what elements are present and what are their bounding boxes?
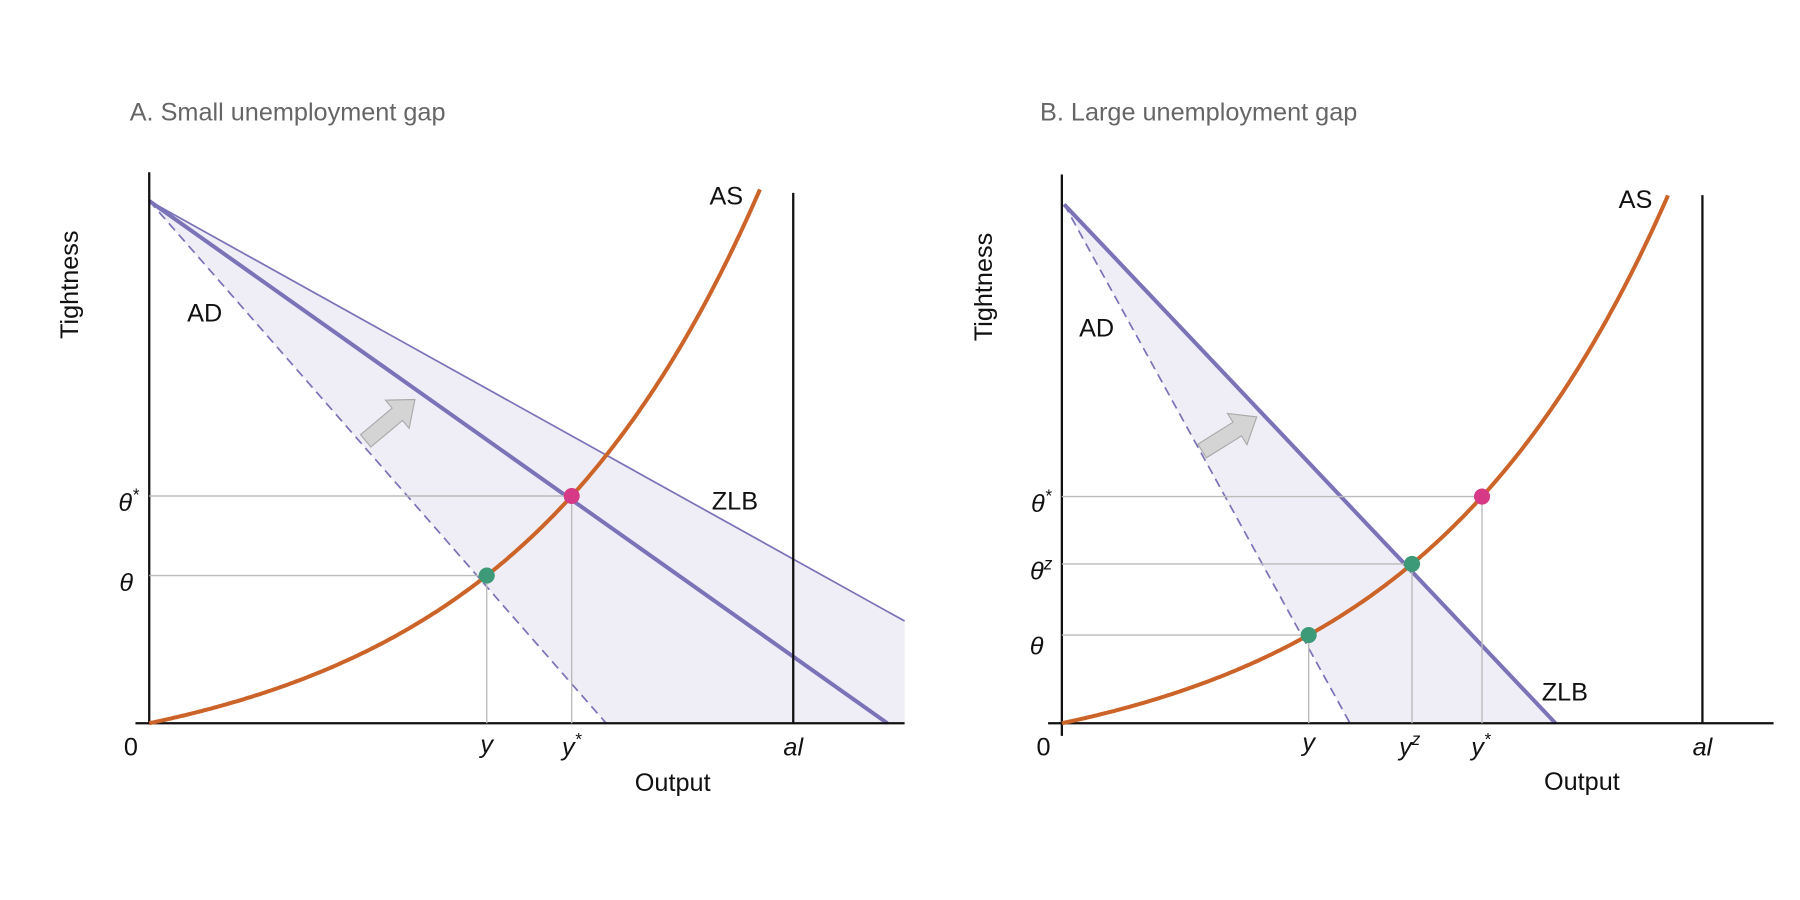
y-tick-label: θ* — [118, 485, 140, 517]
equilibrium-point — [563, 487, 580, 505]
origin-label: 0 — [1036, 733, 1050, 761]
ad-dashed — [148, 200, 607, 724]
zlb-line — [148, 200, 906, 622]
y-axis-label: Tightness — [970, 233, 998, 342]
as-curve — [1061, 194, 1670, 726]
equilibrium-point — [1403, 555, 1421, 573]
x-tick-label: y* — [1469, 729, 1492, 761]
x-tick-label: al — [1693, 733, 1714, 761]
curve-label: AD — [1079, 314, 1114, 342]
panel-title: A. Small unemployment gap — [130, 99, 446, 127]
y-tick-label: θ — [119, 569, 133, 597]
equilibrium-point — [1300, 626, 1317, 644]
panel-a: A. Small unemployment gap AD AS ZLB Tigh… — [56, 99, 906, 797]
ad-line — [148, 199, 889, 725]
curve-label: ZLB — [712, 488, 758, 516]
x-tick-label: yz — [1397, 729, 1421, 761]
x-axis-label: Output — [1544, 768, 1620, 796]
y-tick-label: θ — [1030, 632, 1044, 660]
as-curve — [148, 188, 762, 726]
equilibrium-point — [1473, 488, 1491, 505]
y-tick-label: θz — [1030, 553, 1053, 585]
origin-label: 0 — [124, 733, 138, 761]
curve-label: ZLB — [1542, 678, 1588, 706]
curve-label: AS — [709, 182, 743, 210]
panel-b: B. Large unemployment gap AD AS ZLB Tigh… — [970, 99, 1774, 796]
x-tick-label: y — [478, 731, 494, 759]
x-tick-label: y* — [560, 729, 583, 761]
x-axis-label: Output — [635, 769, 711, 797]
shift-arrow — [359, 398, 416, 448]
y-axis-label: Tightness — [56, 230, 84, 339]
shift-arrow — [1197, 412, 1258, 459]
x-tick-label: y — [1300, 729, 1316, 757]
curve-label: AD — [187, 299, 222, 327]
equilibrium-point — [478, 567, 495, 584]
curve-label: AS — [1619, 186, 1653, 214]
shaded-region — [149, 200, 905, 724]
panel-title: B. Large unemployment gap — [1040, 99, 1357, 127]
ad-line — [1062, 202, 1557, 725]
y-tick-label: θ* — [1031, 486, 1053, 518]
x-tick-label: al — [783, 733, 804, 761]
